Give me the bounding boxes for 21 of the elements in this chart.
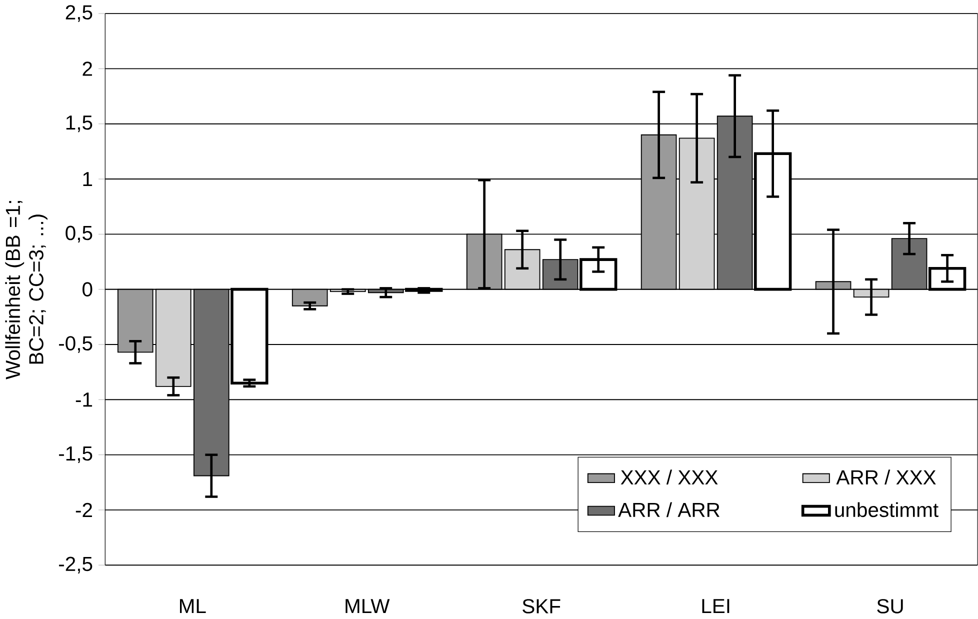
y-tick-label: 1,5 — [66, 116, 92, 132]
y-tick-label: -1,5 — [59, 446, 92, 464]
x-tick-label: SKF — [522, 599, 560, 614]
y-tick-label: 0 — [82, 282, 92, 297]
legend-label: ARR / XXX — [836, 470, 936, 485]
y-tick-label: 2 — [82, 62, 92, 76]
legend-label: XXX / XXX — [620, 470, 718, 485]
x-tick-label: LEI — [702, 599, 730, 614]
y-tick-label: 1 — [83, 172, 92, 186]
legend-label: ARR / ARR — [618, 502, 720, 518]
y-tick-label: -2 — [76, 503, 92, 518]
x-tick-label: MLW — [346, 599, 390, 614]
y-tick-label: -0,5 — [59, 336, 92, 354]
x-tick-label: SU — [877, 599, 903, 614]
x-tick-label: ML — [180, 599, 206, 614]
y-tick-label: 0,5 — [66, 226, 92, 243]
legend-label: unbestimmt — [835, 502, 938, 518]
y-tick-label: -1 — [76, 392, 92, 407]
y-axis-title: Wollfeinheit (BB =1; BC=2; CC=3; ...) — [5, 201, 48, 380]
y-tick-label: 2,5 — [66, 5, 92, 22]
y-tick-label: -2,5 — [59, 556, 92, 574]
